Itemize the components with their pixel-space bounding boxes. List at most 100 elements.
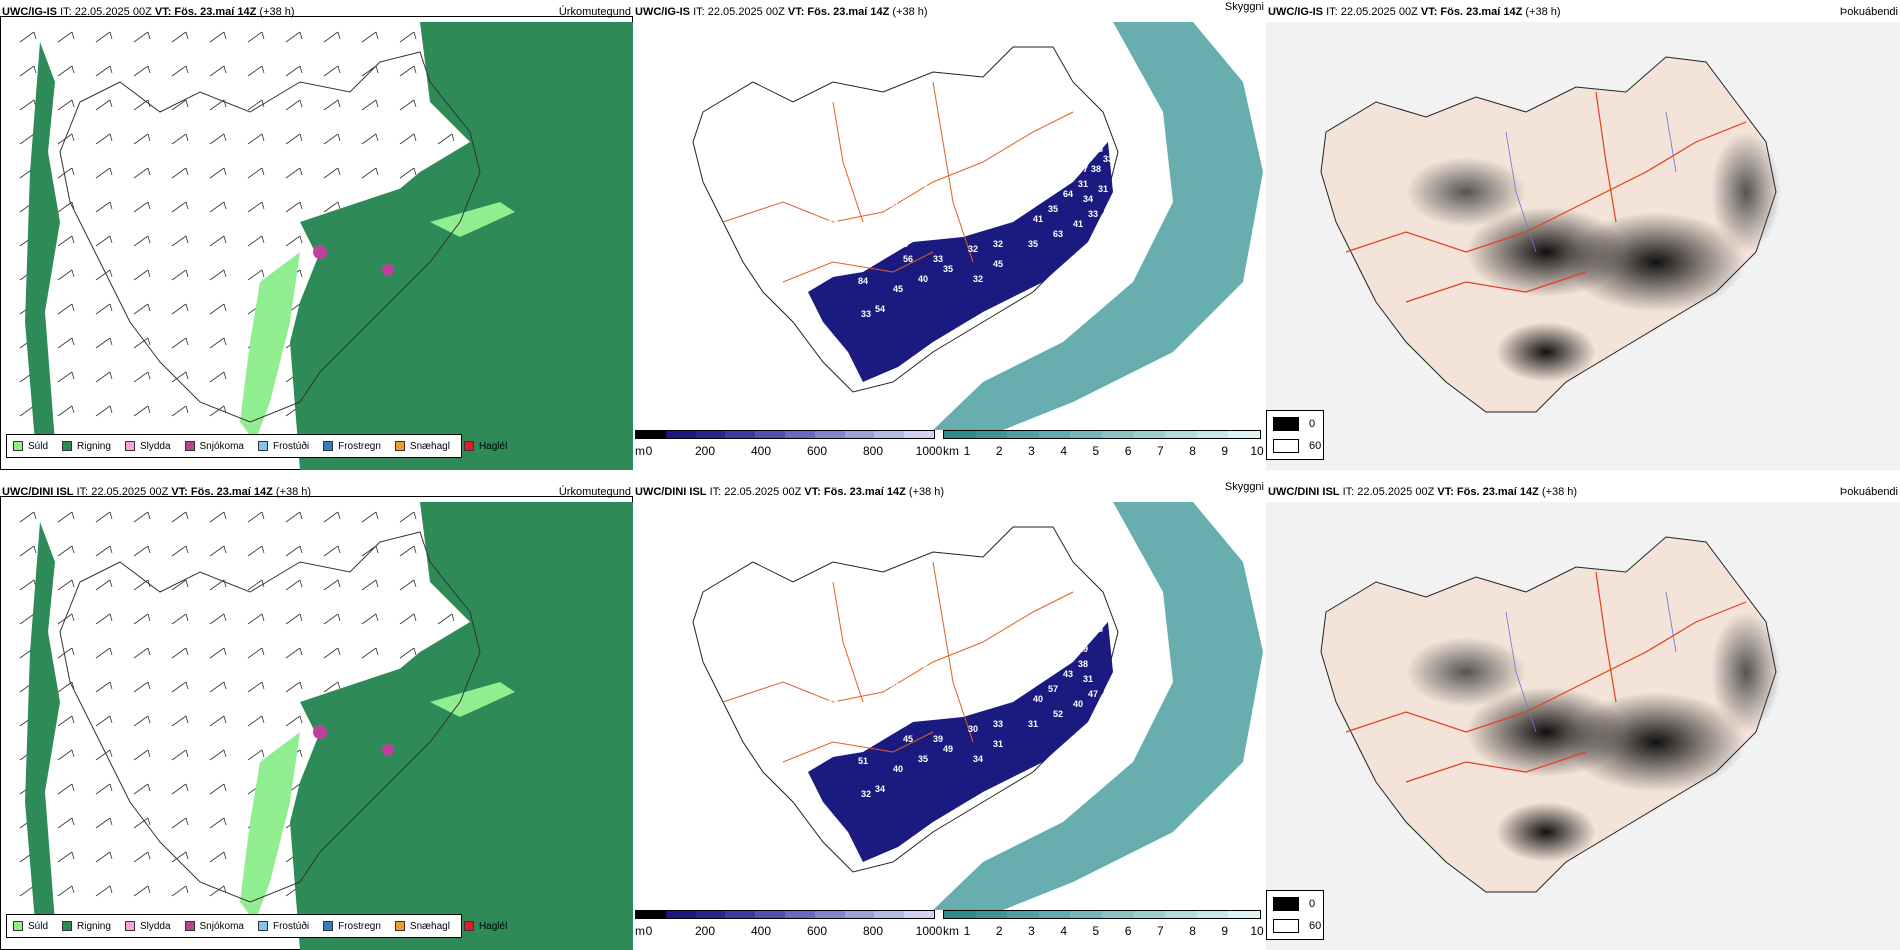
colorbar-tick: 800: [862, 924, 884, 938]
wind-barb: [19, 65, 37, 77]
wind-barb: [247, 235, 265, 247]
colorbar-bin: [814, 911, 845, 918]
precip-legend-item: Snæhagl: [394, 921, 450, 932]
low-cloud-area: [808, 622, 1113, 862]
wind-barb: [399, 579, 417, 591]
wind-barb: [361, 545, 379, 557]
precip-legend-item: Snjókoma: [184, 921, 244, 932]
precip-type-panel: UWC/DINI ISL IT: 22.05.2025 00Z VT: Fös.…: [0, 480, 633, 950]
legend-label: Haglél: [478, 440, 508, 452]
cloud-base-value: 62: [838, 249, 848, 259]
precip-panel-header: UWC/IG-IS IT: 22.05.2025 00Z VT: Fös. 23…: [2, 4, 631, 20]
cloud-base-value: 68: [838, 729, 848, 739]
drizzle-band: [240, 252, 300, 442]
visibility-unit: km: [943, 444, 959, 458]
cloud-base-value: 35: [1048, 204, 1058, 214]
lead-time: (+38 h): [275, 486, 312, 498]
wind-barb: [95, 783, 113, 795]
precip-legend-item: Slydda: [124, 441, 171, 452]
colorbar-tick: 0: [645, 924, 653, 938]
wind-barb: [247, 715, 265, 727]
wind-barb: [57, 885, 75, 897]
cloud-base-value: 49: [943, 744, 953, 754]
wind-barb: [361, 579, 379, 591]
visibility-bar: [943, 910, 1261, 919]
cloud-base-value: 63: [1053, 229, 1063, 239]
fog-legend-swatch: [1273, 897, 1299, 911]
cloud-base-value: 45: [993, 259, 1003, 269]
colorbar-tick: 3: [1028, 444, 1035, 458]
colorbar-bin: [1070, 431, 1102, 438]
cloud-base-value: 48: [1063, 174, 1073, 184]
cloud-base-value: 31: [1078, 179, 1088, 189]
colorbar-tick: 2: [995, 924, 1003, 938]
sea-visibility-shading: [933, 502, 1263, 910]
wind-barb: [95, 133, 113, 145]
cloud-base-value: 38: [1091, 164, 1101, 174]
wind-barb: [209, 715, 227, 727]
legend-swatch: [463, 441, 474, 451]
wind-barb: [323, 31, 341, 43]
legend-swatch: [62, 921, 73, 931]
drizzle-strip: [430, 682, 515, 717]
colorbar-tick: 1: [963, 444, 971, 458]
wind-barb: [209, 783, 227, 795]
wind-barb: [133, 235, 151, 247]
cloud-base-value: 40: [1073, 699, 1083, 709]
fog-legend-item: 0: [1273, 897, 1315, 911]
wind-barb: [285, 613, 303, 625]
colorbar-bin: [665, 431, 696, 438]
wind-barb: [323, 201, 341, 213]
cloud-base-value: 52: [1053, 709, 1063, 719]
fog-index-legend: 0 60: [1266, 410, 1324, 460]
snow-spot-2: [382, 744, 394, 756]
cloud-base-value: 122: [873, 714, 888, 724]
wind-barb: [209, 613, 227, 625]
wind-barb: [57, 613, 75, 625]
colorbar-bin: [844, 431, 875, 438]
wind-barb: [247, 65, 265, 77]
wind-barb: [133, 783, 151, 795]
colorbar-bin: [1196, 911, 1229, 918]
fog-legend-label: 60: [1309, 920, 1322, 932]
wind-barb: [171, 405, 189, 417]
wind-barb: [95, 851, 113, 863]
colorbar-bin: [1038, 911, 1071, 918]
cloud-base-value: 54: [875, 304, 885, 314]
wind-barb: [57, 167, 75, 179]
fog-legend-item: 0: [1273, 417, 1315, 431]
fog-area-north: [1406, 637, 1526, 707]
legend-swatch: [124, 921, 135, 931]
precip-legend-item: Frostúði: [257, 440, 310, 452]
rain-strip-central: [300, 642, 540, 742]
colorbar-bin: [1007, 911, 1039, 918]
wind-barb: [247, 545, 265, 557]
colorbar-tick: 10: [1250, 444, 1264, 458]
wind-barb: [171, 647, 189, 659]
wind-barb: [323, 167, 341, 179]
cloud-vis-map: 42 33 39 50 33 45 62 69 123 68 56 84 45 54 33 40 33 32 32 3…: [692, 22, 1263, 430]
wind-barb: [247, 579, 265, 591]
wind-barb: [133, 303, 151, 315]
fog-legend-item: 60: [1273, 439, 1321, 453]
colorbar-tick: 4: [1060, 444, 1067, 458]
fog-panel-title: Þokuábendi: [1839, 6, 1898, 18]
precip-panel-title: Úrkomutegund: [558, 486, 631, 498]
wind-barb: [95, 269, 113, 281]
wind-barb: [171, 201, 189, 213]
wind-barb: [285, 133, 303, 145]
cloud-base-value: 39: [848, 224, 858, 234]
fog-legend-swatch: [1273, 919, 1299, 933]
lead-time: (+38 h): [1525, 6, 1561, 18]
wind-barb: [171, 167, 189, 179]
legend-label: Frostúði: [272, 440, 310, 452]
wind-barb: [57, 337, 75, 349]
cloud-base-unit: m: [635, 444, 645, 458]
wind-barb: [247, 749, 265, 761]
colorbar-tick: 600: [806, 444, 828, 458]
colorbar-bin: [814, 431, 845, 438]
wind-barb: [285, 99, 303, 111]
cloud-base-value: 40: [893, 764, 903, 774]
wind-barb: [323, 545, 341, 557]
legend-label: Frostregn: [338, 920, 381, 932]
